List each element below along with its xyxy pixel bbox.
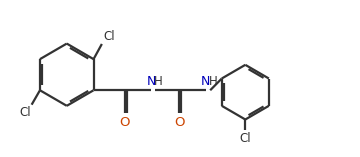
Text: Cl: Cl <box>103 30 114 43</box>
Text: Cl: Cl <box>239 132 251 145</box>
Text: H: H <box>154 75 163 88</box>
Text: N: N <box>201 75 210 88</box>
Text: H: H <box>209 75 217 88</box>
Text: O: O <box>174 116 185 129</box>
Text: O: O <box>119 116 130 129</box>
Text: N: N <box>146 75 156 88</box>
Text: Cl: Cl <box>19 106 31 119</box>
